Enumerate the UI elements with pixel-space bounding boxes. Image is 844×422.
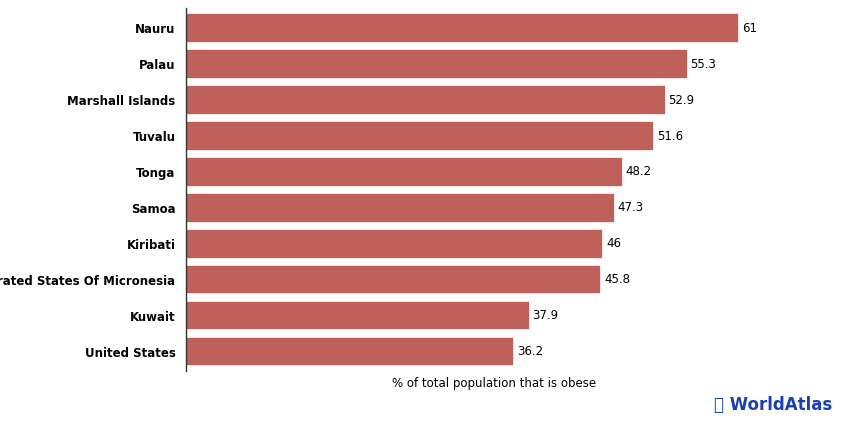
X-axis label: % of total population that is obese: % of total population that is obese (392, 377, 596, 390)
Text: 52.9: 52.9 (668, 94, 694, 107)
Bar (186, 157, 622, 187)
Bar (186, 229, 603, 259)
Text: 36.2: 36.2 (517, 345, 543, 358)
Text: 46: 46 (605, 237, 620, 250)
Text: 55.3: 55.3 (690, 58, 716, 70)
Bar (186, 49, 687, 79)
Bar (186, 85, 665, 115)
Text: 47.3: 47.3 (617, 201, 643, 214)
Text: 48.2: 48.2 (625, 165, 652, 179)
Bar (186, 121, 653, 151)
Text: 37.9: 37.9 (532, 309, 558, 322)
Bar (186, 337, 514, 366)
Text: ⓘ WorldAtlas: ⓘ WorldAtlas (713, 395, 831, 414)
Text: 45.8: 45.8 (603, 273, 630, 286)
Text: 51.6: 51.6 (656, 130, 682, 143)
Bar (186, 265, 601, 295)
Bar (186, 301, 529, 330)
Text: 61: 61 (741, 22, 756, 35)
Bar (186, 193, 614, 222)
Bar (186, 14, 738, 43)
